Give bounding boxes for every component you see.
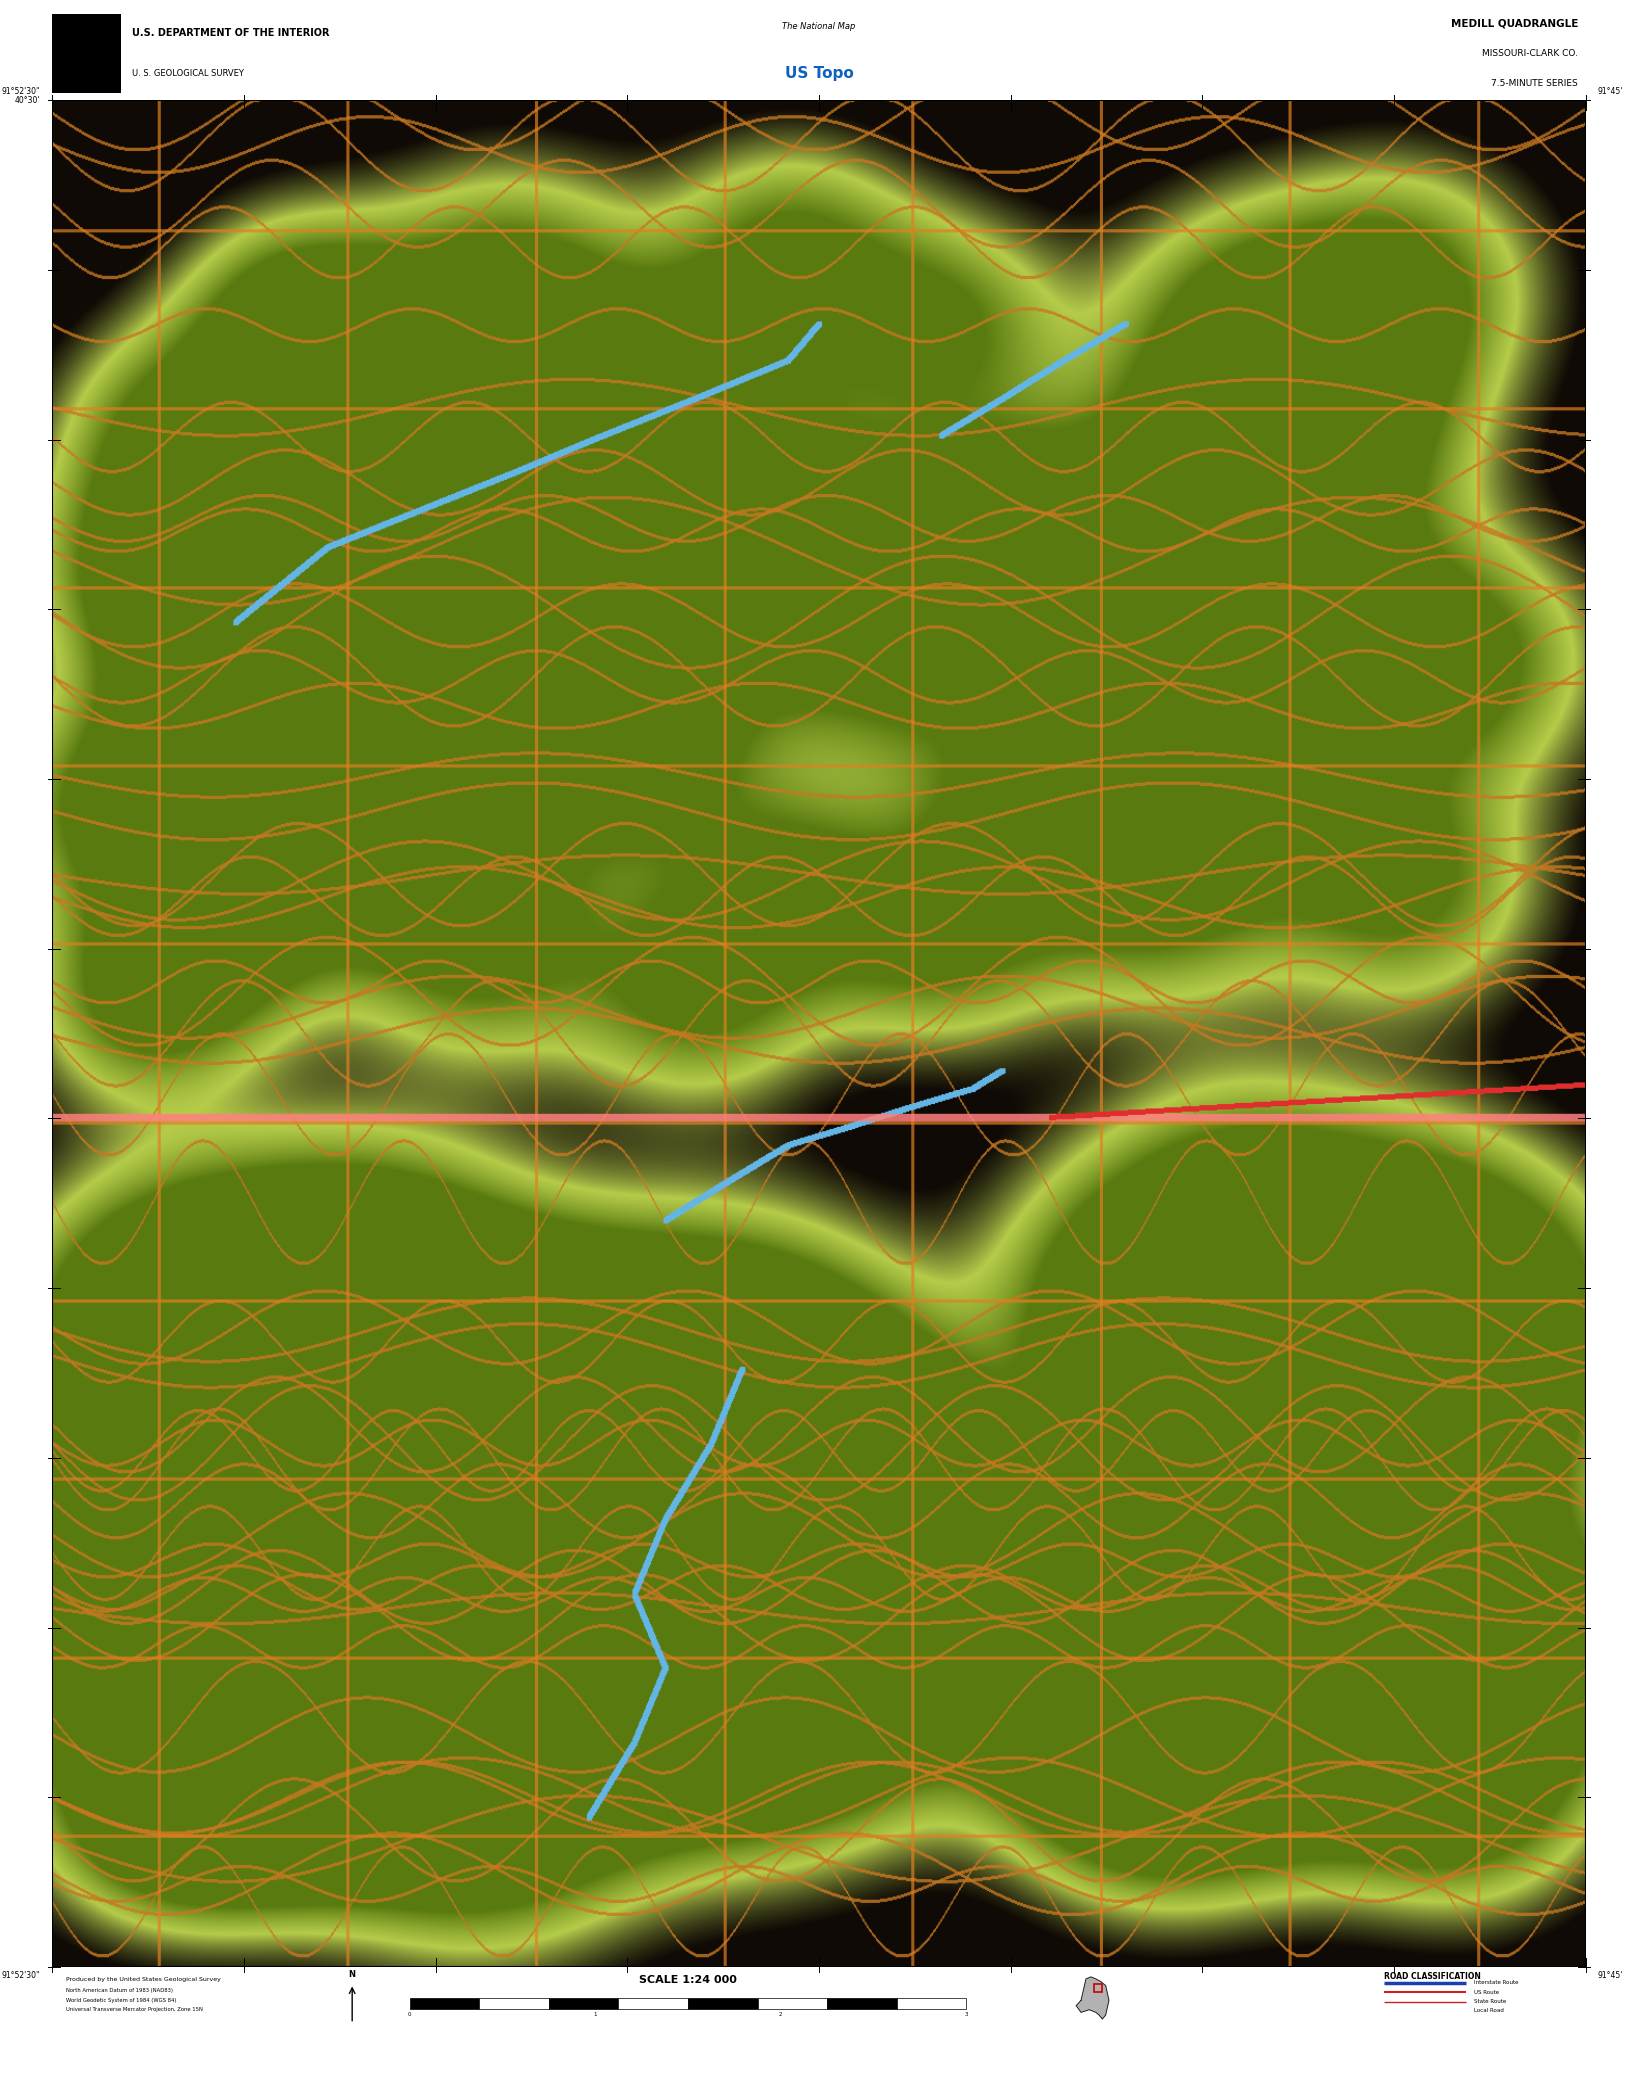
- Bar: [688, 1998, 757, 2009]
- Text: U.S. DEPARTMENT OF THE INTERIOR: U.S. DEPARTMENT OF THE INTERIOR: [133, 27, 329, 38]
- Text: ROAD CLASSIFICATION: ROAD CLASSIFICATION: [1384, 1973, 1481, 1982]
- Bar: [619, 1998, 688, 2009]
- Text: 91°45': 91°45': [1597, 1971, 1623, 1979]
- Text: Universal Transverse Mercator Projection, Zone 15N: Universal Transverse Mercator Projection…: [66, 2007, 203, 2013]
- Text: N: N: [349, 1969, 355, 1979]
- Text: USGS: USGS: [75, 44, 98, 52]
- Text: 91°52'30": 91°52'30": [2, 1971, 41, 1979]
- Text: 40°30': 40°30': [15, 96, 41, 106]
- Bar: [757, 1998, 827, 2009]
- Bar: [827, 1998, 898, 2009]
- Text: 7.5-MINUTE SERIES: 7.5-MINUTE SERIES: [1491, 79, 1577, 88]
- Text: US Topo: US Topo: [785, 67, 853, 81]
- Text: State Route: State Route: [1474, 1998, 1507, 2004]
- Text: 91°45': 91°45': [1597, 88, 1623, 96]
- Text: 91°52'30": 91°52'30": [2, 88, 41, 96]
- Text: MISSOURI-CLARK CO.: MISSOURI-CLARK CO.: [1482, 48, 1577, 58]
- Text: Produced by the United States Geological Survey: Produced by the United States Geological…: [66, 1977, 221, 1982]
- Text: U. S. GEOLOGICAL SURVEY: U. S. GEOLOGICAL SURVEY: [133, 69, 244, 79]
- Bar: [898, 1998, 966, 2009]
- Text: US Route: US Route: [1474, 1990, 1499, 1994]
- Text: 3: 3: [965, 2011, 968, 2017]
- Polygon shape: [1076, 1977, 1109, 2019]
- Text: Interstate Route: Interstate Route: [1474, 1979, 1518, 1986]
- Text: World Geodetic System of 1984 (WGS 84): World Geodetic System of 1984 (WGS 84): [66, 1998, 175, 2002]
- Text: MEDILL QUADRANGLE: MEDILL QUADRANGLE: [1451, 19, 1577, 27]
- Bar: [478, 1998, 549, 2009]
- Text: Local Road: Local Road: [1474, 2009, 1504, 2013]
- Bar: [410, 1998, 478, 2009]
- Bar: [549, 1998, 619, 2009]
- Bar: [52, 15, 121, 92]
- Text: SCALE 1:24 000: SCALE 1:24 000: [639, 1975, 737, 1986]
- Text: 2: 2: [780, 2011, 783, 2017]
- Text: 1: 1: [593, 2011, 596, 2017]
- Text: North American Datum of 1983 (NAD83): North American Datum of 1983 (NAD83): [66, 1988, 172, 1994]
- Bar: [1094, 1984, 1102, 1992]
- Text: 0: 0: [408, 2011, 411, 2017]
- Text: The National Map: The National Map: [783, 23, 855, 31]
